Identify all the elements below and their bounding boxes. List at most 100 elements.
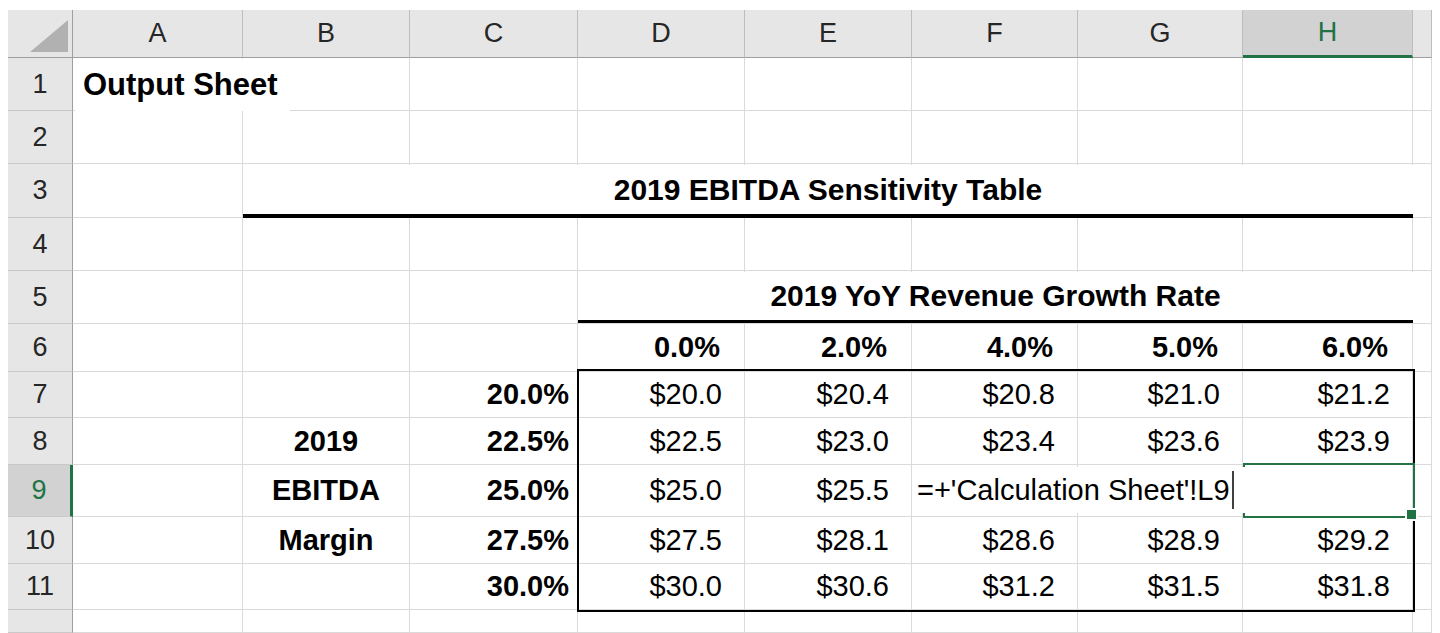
- cell-D11[interactable]: $30.0: [578, 564, 745, 610]
- cell-E7[interactable]: $20.4: [745, 372, 912, 418]
- cell-B2[interactable]: [243, 111, 410, 164]
- cell-D2[interactable]: [578, 111, 745, 164]
- cell-H6[interactable]: 6.0%: [1243, 324, 1413, 372]
- cell-H2[interactable]: [1243, 111, 1413, 164]
- cell-partial[interactable]: [745, 610, 912, 633]
- cell-E9[interactable]: $25.5: [745, 465, 912, 517]
- cell-A10[interactable]: [73, 517, 243, 564]
- row-header-7[interactable]: 7: [8, 372, 73, 418]
- cell-D9[interactable]: $25.0: [578, 465, 745, 517]
- cell-partial[interactable]: [410, 610, 578, 633]
- cell-partial[interactable]: [1413, 111, 1432, 164]
- row-header-5[interactable]: 5: [8, 271, 73, 324]
- cell-partial[interactable]: [1078, 610, 1243, 633]
- cell-D6[interactable]: 0.0%: [578, 324, 745, 372]
- cell-A5[interactable]: [73, 271, 243, 324]
- cell-A4[interactable]: [73, 218, 243, 271]
- cell-C10[interactable]: 27.5%: [410, 517, 578, 564]
- cell-A3[interactable]: [73, 164, 243, 218]
- cell-G6[interactable]: 5.0%: [1078, 324, 1243, 372]
- cell-D10[interactable]: $27.5: [578, 517, 745, 564]
- row-header-8[interactable]: 8: [8, 418, 73, 465]
- cell-H11[interactable]: $31.8: [1243, 564, 1413, 610]
- cell-C4[interactable]: [410, 218, 578, 271]
- column-header-G[interactable]: G: [1078, 10, 1243, 58]
- cell-H10[interactable]: $29.2: [1243, 517, 1413, 564]
- cell-H1[interactable]: [1243, 58, 1413, 111]
- active-cell-H9[interactable]: [1243, 463, 1415, 518]
- cell-B6[interactable]: [243, 324, 410, 372]
- cell-partial[interactable]: [1413, 610, 1432, 633]
- cell-A7[interactable]: [73, 372, 243, 418]
- cell-F6[interactable]: 4.0%: [912, 324, 1078, 372]
- cell-F1[interactable]: [912, 58, 1078, 111]
- cell-H4[interactable]: [1243, 218, 1413, 271]
- cell-G2[interactable]: [1078, 111, 1243, 164]
- cell-B10[interactable]: Margin: [243, 517, 410, 564]
- column-header-H[interactable]: H: [1243, 10, 1413, 58]
- cell-partial[interactable]: [1413, 517, 1432, 564]
- cell-B9[interactable]: EBITDA: [243, 465, 410, 517]
- cell-F11[interactable]: $31.2: [912, 564, 1078, 610]
- cell-partial[interactable]: [578, 610, 745, 633]
- cell-partial[interactable]: [1413, 418, 1432, 465]
- cell-C6[interactable]: [410, 324, 578, 372]
- column-header-E[interactable]: E: [745, 10, 912, 58]
- cell-partial[interactable]: [73, 610, 243, 633]
- cell-E2[interactable]: [745, 111, 912, 164]
- cell-G4[interactable]: [1078, 218, 1243, 271]
- cell-B7[interactable]: [243, 372, 410, 418]
- cell-E10[interactable]: $28.1: [745, 517, 912, 564]
- cell-partial[interactable]: [1243, 610, 1413, 633]
- cell-partial[interactable]: [1413, 324, 1432, 372]
- cell-partial[interactable]: [1413, 372, 1432, 418]
- cell-F8[interactable]: $23.4: [912, 418, 1078, 465]
- row-header-10[interactable]: 10: [8, 517, 73, 564]
- cell-E6[interactable]: 2.0%: [745, 324, 912, 372]
- cell-D1[interactable]: [578, 58, 745, 111]
- cell-B4[interactable]: [243, 218, 410, 271]
- cell-E8[interactable]: $23.0: [745, 418, 912, 465]
- cell-E1[interactable]: [745, 58, 912, 111]
- cell-partial[interactable]: [243, 610, 410, 633]
- row-header-1[interactable]: 1: [8, 58, 73, 111]
- cell-B5[interactable]: [243, 271, 410, 324]
- cell-F2[interactable]: [912, 111, 1078, 164]
- cell-D7[interactable]: $20.0: [578, 372, 745, 418]
- merged-title-revenue-growth-rate[interactable]: 2019 YoY Revenue Growth Rate: [578, 272, 1413, 320]
- cell-partial[interactable]: [1413, 564, 1432, 610]
- cell-A8[interactable]: [73, 418, 243, 465]
- cell-A9[interactable]: [73, 465, 243, 517]
- cell-A2[interactable]: [73, 111, 243, 164]
- cell-partial[interactable]: [1413, 58, 1432, 111]
- column-header-B[interactable]: B: [243, 10, 410, 58]
- row-header-11[interactable]: 11: [8, 564, 73, 610]
- fill-handle[interactable]: [1405, 508, 1418, 521]
- cell-B8[interactable]: 2019: [243, 418, 410, 465]
- cell-G7[interactable]: $21.0: [1078, 372, 1243, 418]
- cell-C5[interactable]: [410, 271, 578, 324]
- row-header-3[interactable]: 3: [8, 164, 73, 218]
- cell-H8[interactable]: $23.9: [1243, 418, 1413, 465]
- cell-E11[interactable]: $30.6: [745, 564, 912, 610]
- column-header-C[interactable]: C: [410, 10, 578, 58]
- cell-F7[interactable]: $20.8: [912, 372, 1078, 418]
- column-header-D[interactable]: D: [578, 10, 745, 58]
- cell-partial[interactable]: [1413, 164, 1432, 218]
- cell-D4[interactable]: [578, 218, 745, 271]
- cell-G10[interactable]: $28.9: [1078, 517, 1243, 564]
- row-header-4[interactable]: 4: [8, 218, 73, 271]
- cell-C9[interactable]: 25.0%: [410, 465, 578, 517]
- cell-C1[interactable]: [410, 58, 578, 111]
- column-header-A[interactable]: A: [73, 10, 243, 58]
- row-header-6[interactable]: 6: [8, 324, 73, 372]
- cell-C7[interactable]: 20.0%: [410, 372, 578, 418]
- cell-D8[interactable]: $22.5: [578, 418, 745, 465]
- column-header-partial[interactable]: [1413, 10, 1432, 58]
- cell-F10[interactable]: $28.6: [912, 517, 1078, 564]
- cell-partial[interactable]: [912, 610, 1078, 633]
- merged-title-ebitda-sensitivity[interactable]: 2019 EBITDA Sensitivity Table: [243, 165, 1413, 214]
- cell-A1-output-sheet-label[interactable]: Output Sheet: [75, 59, 290, 111]
- cell-F4[interactable]: [912, 218, 1078, 271]
- cell-G1[interactable]: [1078, 58, 1243, 111]
